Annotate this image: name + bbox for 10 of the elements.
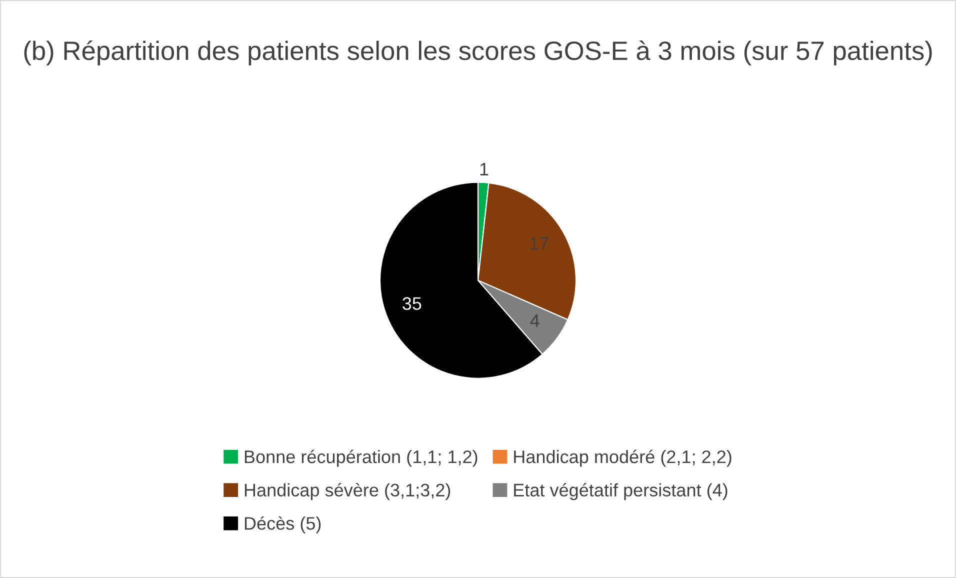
data-label: 17	[530, 237, 548, 250]
data-label: 1	[480, 162, 488, 176]
legend-label: Etat végétatif persistant (4)	[514, 483, 728, 500]
chart-title: (b) Répartition des patients selon les scores GOS-E à 3 mois (sur 57 patients)	[24, 40, 932, 66]
legend-label: Décès (5)	[244, 516, 321, 534]
legend-label: Handicap sévère (3,1;3,2)	[244, 483, 450, 500]
data-label: 35	[402, 297, 422, 310]
data-label: 4	[530, 314, 540, 327]
legend-label: Handicap modéré (2,1; 2,2)	[514, 450, 732, 467]
legend-label: Bonne récupération (1,1; 1,2)	[244, 450, 478, 467]
